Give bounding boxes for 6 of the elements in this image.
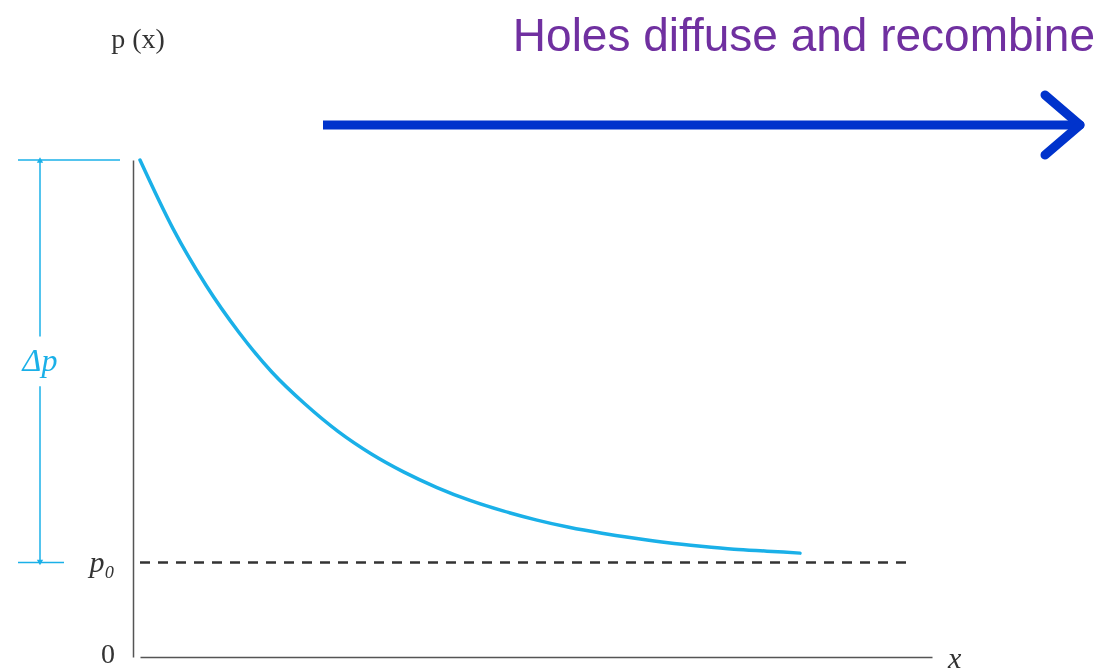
y-axis-title: p (x) <box>111 23 165 54</box>
text: 0 <box>101 638 115 669</box>
x-axis-title: x <box>947 641 962 672</box>
ref-line-label: p₀ <box>87 544 115 578</box>
chart-title: Holes diffuse and recombine <box>512 9 1095 61</box>
text: Δp <box>20 342 58 379</box>
